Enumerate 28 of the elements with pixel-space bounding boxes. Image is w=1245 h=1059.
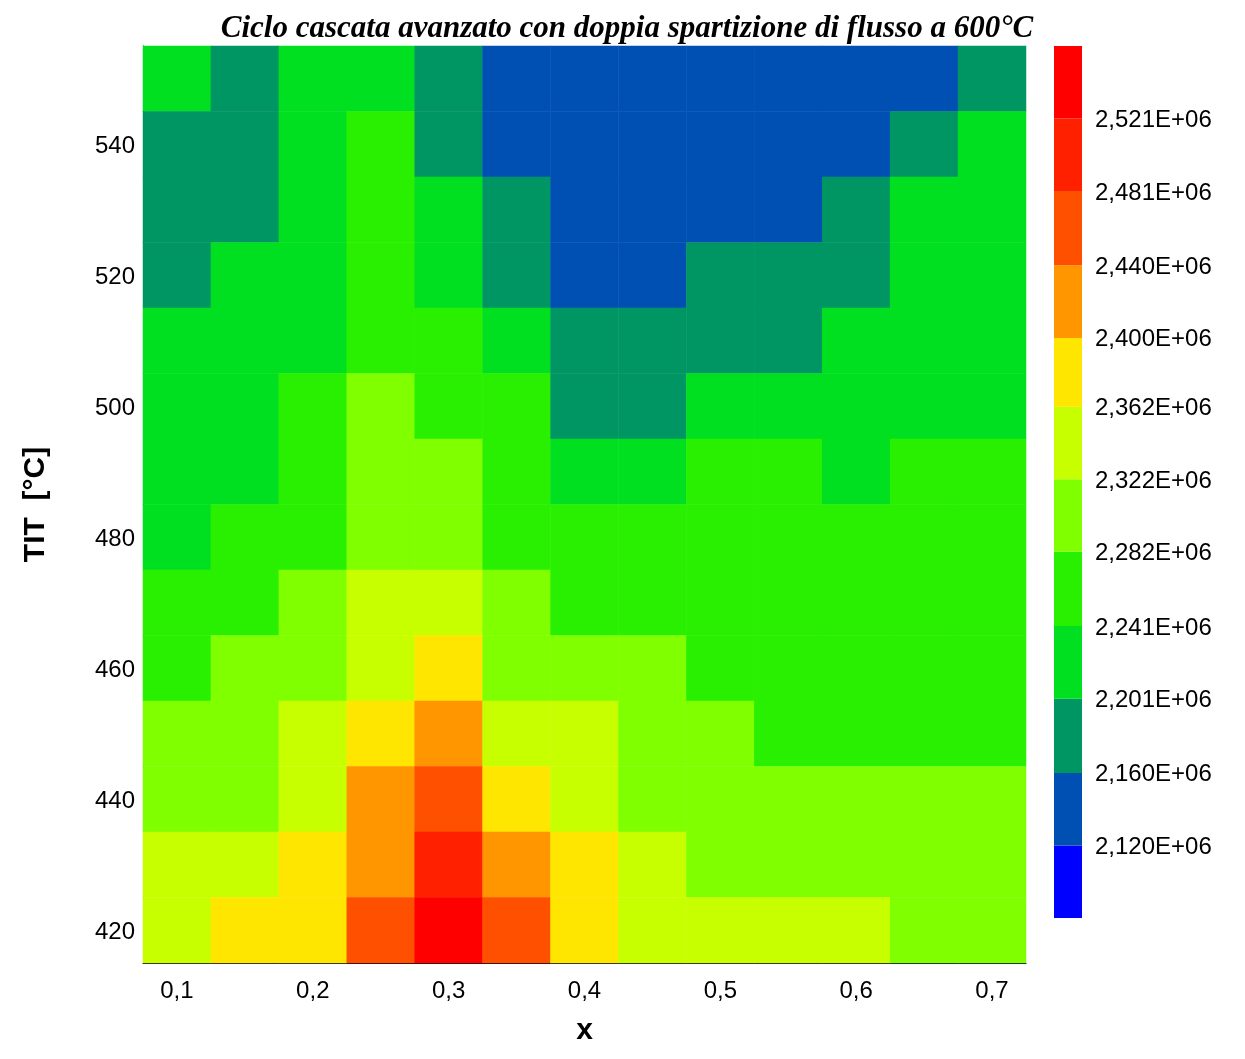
color-bar-label: 2,322E+06	[1095, 465, 1212, 493]
y-tick-label: 420	[94, 916, 135, 944]
color-bar-label: 2,400E+06	[1095, 324, 1212, 352]
y-tick-label: 460	[94, 654, 135, 682]
color-bar-label: 2,362E+06	[1095, 393, 1212, 421]
x-tick-label: 0,3	[431, 975, 466, 1003]
x-axis-title: x	[576, 1011, 594, 1045]
x-tick-label: 0,7	[975, 975, 1009, 1003]
x-tick-label: 0,2	[296, 975, 330, 1003]
chart-title: Ciclo cascata avanzato con doppia spartizione di flusso a 600°C	[220, 9, 1034, 44]
color-bar-label: 2,201E+06	[1095, 685, 1212, 713]
y-tick-label: 520	[94, 261, 135, 289]
color-bar-label: 2,282E+06	[1095, 538, 1212, 566]
y-tick-label: 440	[94, 785, 135, 813]
x-tick-label: 0,1	[160, 975, 194, 1003]
color-bar-label: 2,481E+06	[1095, 177, 1212, 205]
y-tick-label: 500	[94, 392, 135, 420]
color-bar-label: 2,120E+06	[1095, 831, 1212, 859]
color-bar-label: 2,160E+06	[1095, 759, 1212, 787]
x-tick-label: 0,4	[567, 975, 602, 1003]
y-tick-label: 480	[94, 523, 135, 551]
color-bar-label: 2,521E+06	[1095, 105, 1212, 133]
y-tick-label: 540	[94, 130, 135, 158]
color-bar-label: 2,241E+06	[1095, 612, 1212, 640]
x-tick-label: 0,5	[703, 975, 738, 1003]
color-bar-label: 2,440E+06	[1095, 251, 1212, 279]
y-axis-title: TIT [°C]	[16, 446, 50, 563]
x-tick-label: 0,6	[839, 975, 873, 1003]
